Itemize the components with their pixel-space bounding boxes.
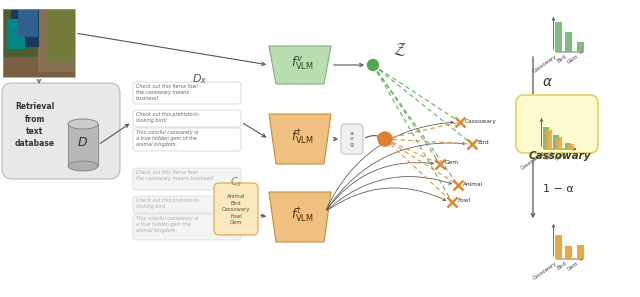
FancyBboxPatch shape xyxy=(341,124,363,154)
Text: Gem: Gem xyxy=(567,53,580,65)
Text: $C_x$: $C_x$ xyxy=(230,175,243,189)
Bar xyxy=(68,124,98,166)
Bar xyxy=(568,144,573,149)
FancyBboxPatch shape xyxy=(133,214,241,240)
FancyBboxPatch shape xyxy=(133,168,241,190)
Bar xyxy=(564,143,570,149)
Text: ...: ... xyxy=(572,260,579,267)
Text: ...: ... xyxy=(572,53,579,60)
Text: Cassowary: Cassowary xyxy=(529,151,591,161)
Text: $\mathcal{Z}$: $\mathcal{Z}$ xyxy=(393,40,407,58)
Bar xyxy=(554,22,561,52)
Text: α: α xyxy=(543,75,552,89)
Text: $f^t_{\rm VLM}$: $f^t_{\rm VLM}$ xyxy=(291,206,314,225)
Bar xyxy=(577,42,584,52)
Text: Bird: Bird xyxy=(556,53,568,64)
Bar xyxy=(556,137,561,149)
Text: ...: ... xyxy=(560,151,567,157)
Text: Fowl: Fowl xyxy=(457,198,470,203)
Text: Animal
Bird
Cassowary
Fowl
Gem: Animal Bird Cassowary Fowl Gem xyxy=(222,194,250,225)
Text: Bird: Bird xyxy=(545,151,556,161)
FancyBboxPatch shape xyxy=(133,196,241,213)
FancyBboxPatch shape xyxy=(133,110,241,127)
Text: Cassowary: Cassowary xyxy=(465,119,497,124)
Bar xyxy=(552,135,559,149)
Bar xyxy=(543,127,548,149)
Text: Cassowary: Cassowary xyxy=(532,53,558,74)
FancyBboxPatch shape xyxy=(133,82,241,104)
Polygon shape xyxy=(269,114,331,164)
Polygon shape xyxy=(269,46,331,84)
Text: 1 − α: 1 − α xyxy=(543,184,573,194)
Circle shape xyxy=(367,59,378,70)
Text: $D_x$: $D_x$ xyxy=(193,72,207,86)
Bar xyxy=(564,246,572,259)
Text: Cassowary: Cassowary xyxy=(520,151,546,171)
Text: Bird: Bird xyxy=(556,260,568,271)
FancyBboxPatch shape xyxy=(516,95,598,153)
Bar xyxy=(7,19,25,49)
FancyBboxPatch shape xyxy=(2,83,120,179)
Text: Check out this prehistoric-
looking bird!: Check out this prehistoric- looking bird… xyxy=(136,112,200,123)
Bar xyxy=(3,9,75,77)
Text: Check out this prehistoric-
looking bird: Check out this prehistoric- looking bird xyxy=(136,198,200,209)
Text: $D$: $D$ xyxy=(77,137,88,149)
Bar xyxy=(11,9,39,47)
Text: Bird: Bird xyxy=(477,140,488,146)
Text: Cassowary: Cassowary xyxy=(532,260,558,281)
Ellipse shape xyxy=(68,161,98,171)
Bar xyxy=(48,9,75,62)
Text: Retrieval
from
text
database: Retrieval from text database xyxy=(15,102,55,148)
Bar xyxy=(18,9,38,37)
FancyBboxPatch shape xyxy=(133,128,241,151)
Bar xyxy=(38,9,75,72)
Text: This colorful cassowary is
a true hidden gem the
animal kingdom.: This colorful cassowary is a true hidden… xyxy=(136,216,198,233)
Text: $f^t_{\rm VLM}$: $f^t_{\rm VLM}$ xyxy=(291,127,314,146)
Bar xyxy=(554,235,561,259)
Circle shape xyxy=(378,132,392,146)
Ellipse shape xyxy=(68,119,98,129)
Text: Check out this fierce fowl -
the cassowary means
business!: Check out this fierce fowl - the cassowa… xyxy=(136,84,201,101)
Text: Gem: Gem xyxy=(567,260,580,272)
Bar xyxy=(3,9,41,57)
Text: Gem: Gem xyxy=(555,151,568,162)
Polygon shape xyxy=(269,192,331,242)
Bar xyxy=(564,31,572,52)
FancyBboxPatch shape xyxy=(214,183,258,235)
Text: $f^v_{\rm VLM}$: $f^v_{\rm VLM}$ xyxy=(291,54,314,72)
Text: a
v
g: a v g xyxy=(350,131,354,147)
Bar xyxy=(3,9,75,77)
Text: Check out this fierce fowl -
the cassowary means business!: Check out this fierce fowl - the cassowa… xyxy=(136,170,214,181)
Bar xyxy=(545,129,552,149)
Bar xyxy=(577,245,584,259)
Text: Gem: Gem xyxy=(445,160,459,165)
Text: This colorful cassowary is
a true hidden gem of the
animal kingdom.: This colorful cassowary is a true hidden… xyxy=(136,130,198,147)
Text: Animal: Animal xyxy=(463,181,483,187)
